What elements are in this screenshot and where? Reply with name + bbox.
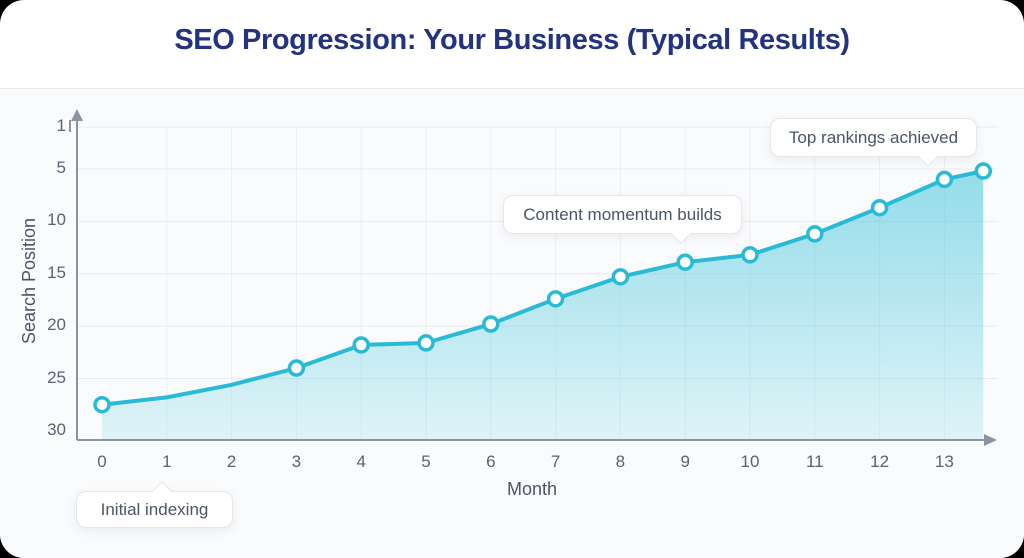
data-point-marker: [287, 359, 306, 377]
x-tick-label: 6: [486, 452, 496, 471]
data-point-marker: [870, 198, 889, 217]
annotation-label: Top rankings achieved: [788, 127, 959, 147]
x-tick-label: 1: [162, 452, 172, 471]
y-tick-label: 10: [47, 210, 66, 230]
x-axis-arrow-icon: [984, 434, 997, 446]
y-tick-label: 15: [47, 262, 66, 282]
x-tick-label: 0: [97, 452, 107, 471]
data-point-marker: [676, 253, 694, 271]
annotation-label: Initial indexing: [100, 499, 209, 519]
data-point-marker: [417, 334, 435, 352]
x-tick-label: 4: [356, 452, 366, 471]
y-tick-label: 20: [47, 315, 66, 335]
annotation-content-momentum: Content momentum builds: [503, 195, 742, 244]
data-point-marker: [935, 170, 954, 189]
x-tick-label: 5: [421, 452, 431, 471]
y-tick-label: 5: [56, 157, 66, 177]
x-tick-label: 10: [740, 452, 760, 471]
y-tick-label: 30: [47, 419, 66, 439]
x-tick-label: 9: [680, 452, 690, 471]
x-tick-label: 2: [226, 452, 237, 471]
x-tick-label: 7: [550, 452, 561, 471]
annotation-top-rankings: Top rankings achieved: [770, 118, 977, 167]
data-point-marker: [482, 315, 500, 333]
annotation-label: Content momentum builds: [523, 204, 722, 224]
data-point-marker: [741, 246, 759, 264]
x-axis-title: Month: [506, 479, 558, 499]
y-axis-arrow-icon: [71, 109, 83, 121]
x-tick-label: 8: [615, 452, 626, 471]
data-point-marker: [352, 336, 370, 354]
data-point-marker: [806, 225, 824, 243]
data-point-marker: [93, 395, 111, 414]
x-tick-label: 13: [934, 452, 954, 471]
data-point-marker: [546, 290, 565, 308]
x-tick-label: 12: [870, 452, 890, 471]
data-point-marker: [611, 268, 630, 286]
x-tick-label: 11: [805, 452, 824, 471]
page-title: SEO Progression: Your Business (Typical …: [174, 24, 850, 56]
annotation-initial-indexing: Initial indexing: [76, 481, 233, 528]
y-axis-title: Search Position: [19, 217, 39, 345]
y-tick-label: 25: [47, 367, 66, 387]
data-point-marker: [974, 162, 993, 180]
title-separator-line: [0, 88, 1024, 89]
x-tick-label: 3: [291, 452, 302, 471]
y-tick-label: 1: [56, 116, 66, 135]
